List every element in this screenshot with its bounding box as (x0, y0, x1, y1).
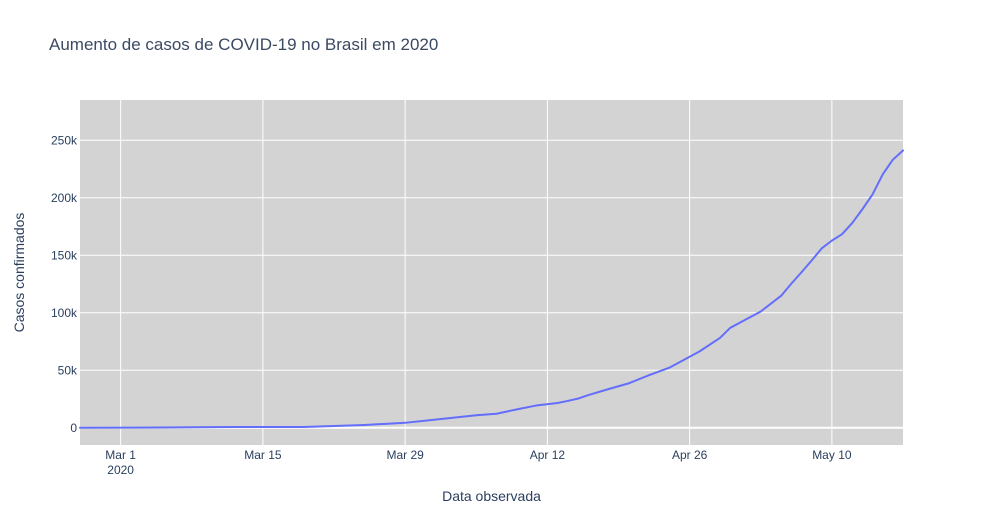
x-gridlines (120, 100, 833, 445)
x-tick-label: Apr 26 (672, 448, 708, 462)
x-tick-label: Apr 12 (530, 448, 566, 462)
y-axis-ticks: 0 50k 100k 150k 200k 250k (51, 133, 78, 435)
y-tick-label: 250k (51, 133, 78, 147)
y-tick-label: 0 (70, 421, 77, 435)
y-tick-label: 100k (51, 306, 78, 320)
y-tick-label: 200k (51, 191, 78, 205)
plot-area (80, 100, 903, 445)
y-axis-title: Casos confirmados (11, 213, 27, 333)
x-tick-label: May 10 (812, 448, 852, 462)
series-layer (79, 149, 904, 429)
x-tick-sublabel: 2020 (107, 463, 134, 477)
y-tick-label: 150k (51, 248, 78, 262)
y-tick-label: 50k (58, 363, 78, 377)
x-tick-label: Mar 1 (105, 448, 136, 462)
chart-title: Aumento de casos de COVID-19 no Brasil e… (49, 35, 438, 54)
x-axis-title: Data observada (442, 488, 541, 504)
x-tick-label: Mar 15 (244, 448, 282, 462)
series-line (79, 149, 904, 429)
x-tick-label: Mar 29 (386, 448, 424, 462)
